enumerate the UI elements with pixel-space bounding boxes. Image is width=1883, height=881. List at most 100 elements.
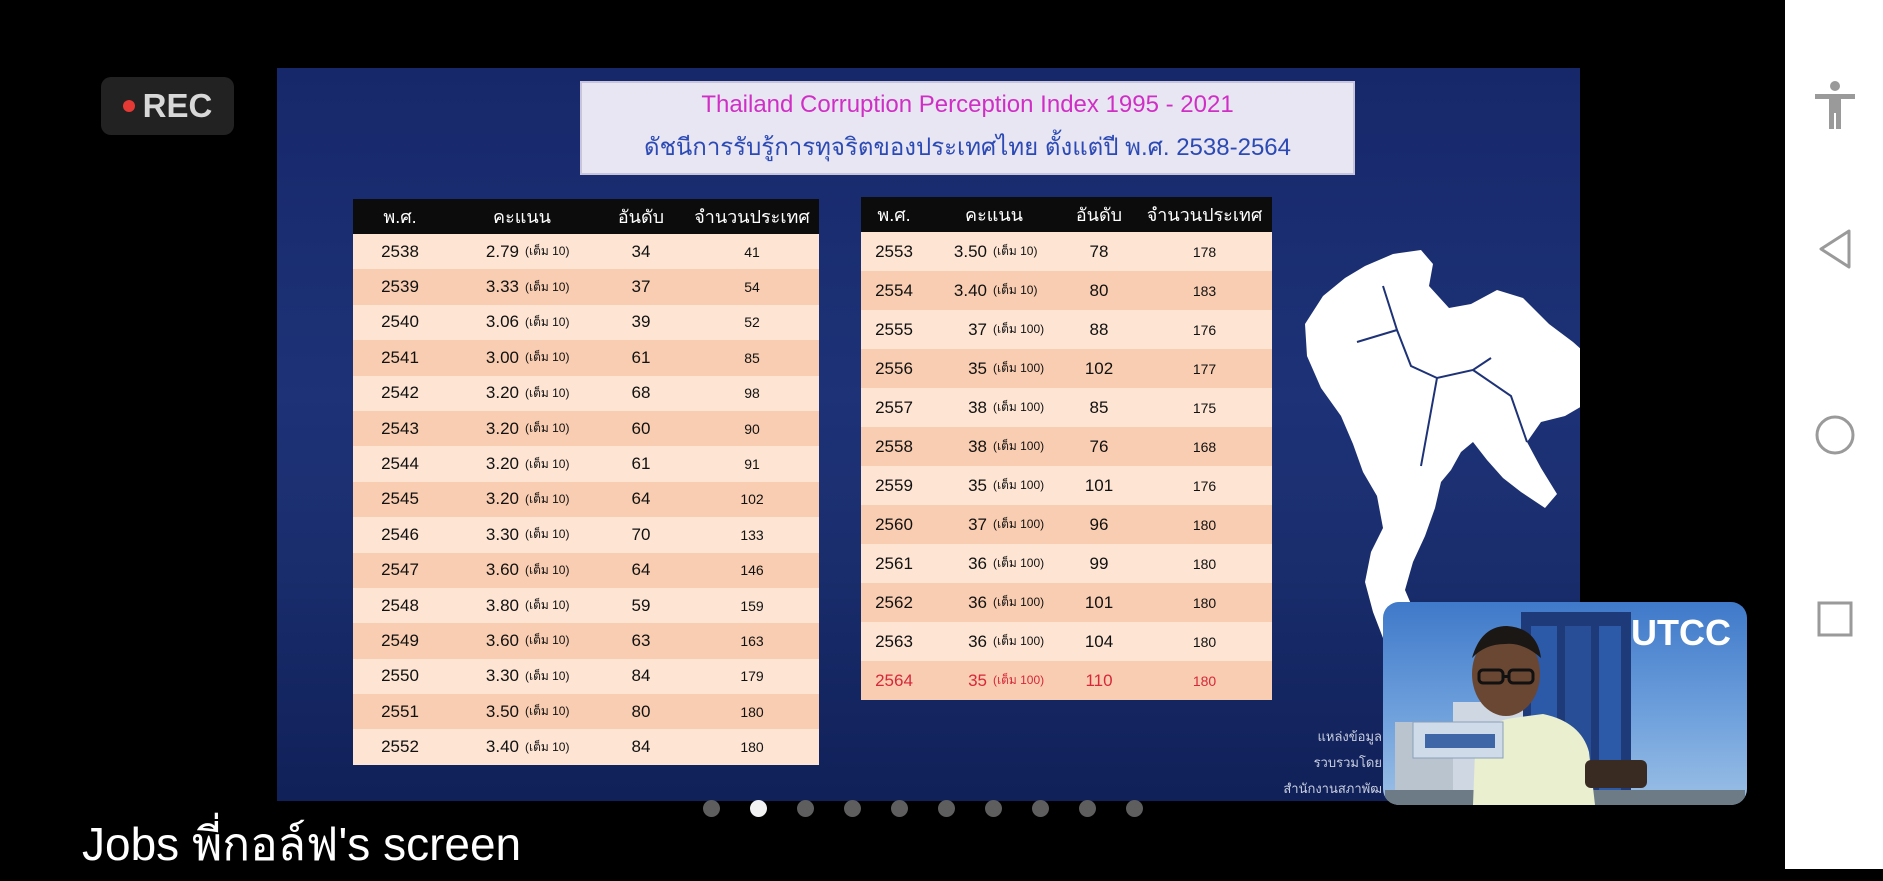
header-score: คะแนน (927, 197, 1061, 232)
accessibility-icon (1815, 81, 1855, 129)
webcam-video[interactable]: UTCC (1383, 602, 1747, 805)
recording-label: REC (142, 87, 213, 124)
score-max-cell: (เต็ม 10) (525, 694, 597, 730)
table-row: 2548 3.80 (เต็ม 10) 59 159 (353, 587, 819, 624)
header-countries: จำนวนประเทศ (685, 199, 819, 234)
pager-dot[interactable] (797, 800, 814, 817)
pager-dot[interactable] (1079, 800, 1096, 817)
recents-button[interactable] (1810, 594, 1860, 644)
system-nav-bar (1785, 0, 1883, 869)
table-row: 2558 38 (เต็ม 100) 76 168 (861, 427, 1272, 466)
year-cell: 2563 (861, 622, 927, 661)
year-cell: 2539 (353, 269, 447, 305)
table-row: 2540 3.06 (เต็ม 10) 39 52 (353, 304, 819, 341)
table-row: 2555 37 (เต็ม 100) 88 176 (861, 310, 1272, 349)
countries-cell: 41 (685, 234, 819, 270)
table-header-row: พ.ศ. คะแนน อันดับ จำนวนประเทศ (861, 197, 1272, 232)
score-cell: 3.20 (447, 410, 525, 447)
rank-cell: 68 (597, 375, 685, 411)
score-max-cell: (เต็ม 10) (525, 481, 597, 518)
year-cell: 2540 (353, 304, 447, 341)
header-rank: อันดับ (597, 199, 685, 234)
table-row: 2549 3.60 (เต็ม 10) 63 163 (353, 623, 819, 659)
score-cell: 3.50 (927, 232, 993, 271)
slide-title-box: Thailand Corruption Perception Index 199… (580, 81, 1355, 175)
pager-dot[interactable] (1126, 800, 1143, 817)
year-cell: 2554 (861, 271, 927, 310)
source-line: รวบรวมโดย (1313, 755, 1382, 770)
countries-cell: 180 (1137, 505, 1272, 544)
score-max-cell: (เต็ม 10) (525, 729, 597, 765)
cpi-table-left: พ.ศ. คะแนน อันดับ จำนวนประเทศ 2538 2.79 (เ… (353, 199, 819, 765)
year-cell: 2549 (353, 623, 447, 659)
countries-cell: 176 (1137, 310, 1272, 349)
pager-dot[interactable] (1032, 800, 1049, 817)
year-cell: 2547 (353, 552, 447, 588)
score-cell: 36 (927, 544, 993, 583)
pager-dot[interactable] (703, 800, 720, 817)
webcam-scene (1385, 612, 1745, 805)
score-cell: 3.60 (447, 552, 525, 588)
header-rank: อันดับ (1061, 197, 1137, 232)
year-cell: 2556 (861, 349, 927, 388)
score-max-cell: (เต็ม 100) (993, 583, 1061, 622)
pager-dot[interactable] (750, 800, 767, 817)
rank-cell: 84 (597, 729, 685, 765)
header-year: พ.ศ. (353, 199, 447, 234)
countries-cell: 179 (685, 658, 819, 695)
table-row: 2561 36 (เต็ม 100) 99 180 (861, 544, 1272, 583)
record-dot-icon (122, 100, 135, 112)
score-max-cell: (เต็ม 10) (525, 552, 597, 588)
score-max-cell: (เต็ม 10) (525, 269, 597, 305)
slide-pager[interactable] (703, 800, 1143, 817)
score-cell: 35 (927, 466, 993, 505)
rank-cell: 59 (597, 587, 685, 624)
countries-cell: 178 (1137, 232, 1272, 271)
score-max-cell: (เต็ม 100) (993, 505, 1061, 544)
table-row: 2552 3.40 (เต็ม 10) 84 180 (353, 729, 819, 765)
countries-cell: 180 (1137, 583, 1272, 622)
year-cell: 2551 (353, 694, 447, 730)
score-cell: 35 (927, 349, 993, 388)
pager-dot[interactable] (844, 800, 861, 817)
slide-title-en: Thailand Corruption Perception Index 199… (701, 91, 1234, 118)
score-max-cell: (เต็ม 10) (525, 446, 597, 482)
year-cell: 2546 (353, 517, 447, 553)
rank-cell: 84 (597, 658, 685, 695)
year-cell: 2541 (353, 340, 447, 376)
rank-cell: 37 (597, 269, 685, 305)
score-max-cell: (เต็ม 10) (525, 234, 597, 270)
score-cell: 3.40 (927, 271, 993, 310)
countries-cell: 102 (685, 481, 819, 518)
score-max-cell: (เต็ม 100) (993, 661, 1061, 700)
recents-icon (1817, 601, 1853, 637)
rank-cell: 80 (597, 694, 685, 730)
score-max-cell: (เต็ม 10) (993, 232, 1061, 271)
home-button[interactable] (1810, 410, 1860, 460)
countries-cell: 180 (685, 729, 819, 765)
rank-cell: 101 (1061, 466, 1137, 505)
score-cell: 3.20 (447, 481, 525, 518)
table-row: 2553 3.50 (เต็ม 10) 78 178 (861, 232, 1272, 271)
rank-cell: 104 (1061, 622, 1137, 661)
table-header-row: พ.ศ. คะแนน อันดับ จำนวนประเทศ (353, 199, 819, 234)
recording-badge: REC (101, 77, 234, 135)
back-button[interactable] (1810, 224, 1860, 274)
rank-cell: 61 (597, 446, 685, 482)
countries-cell: 159 (685, 587, 819, 624)
pager-dot[interactable] (985, 800, 1002, 817)
score-cell: 38 (927, 427, 993, 466)
score-max-cell: (เต็ม 100) (993, 466, 1061, 505)
pager-dot[interactable] (891, 800, 908, 817)
rank-cell: 102 (1061, 349, 1137, 388)
source-line: แหล่งข้อมูล (1317, 729, 1383, 744)
pager-dot[interactable] (938, 800, 955, 817)
score-max-cell: (เต็ม 100) (993, 349, 1061, 388)
accessibility-button[interactable] (1810, 80, 1860, 130)
rank-cell: 99 (1061, 544, 1137, 583)
countries-cell: 91 (685, 446, 819, 482)
table-row: 2543 3.20 (เต็ม 10) 60 90 (353, 410, 819, 447)
score-cell: 38 (927, 388, 993, 427)
score-max-cell: (เต็ม 10) (525, 623, 597, 659)
table-row: 2563 36 (เต็ม 100) 104 180 (861, 622, 1272, 661)
